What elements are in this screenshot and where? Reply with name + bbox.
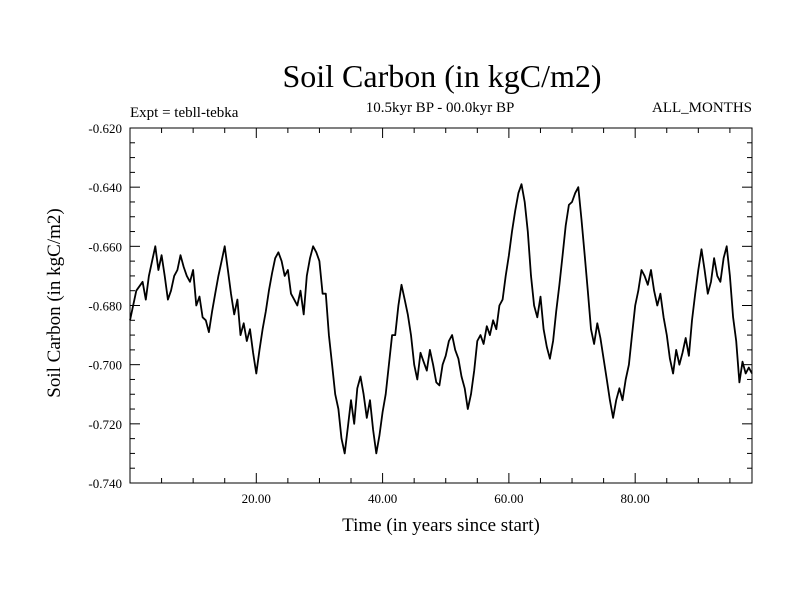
data-series-line bbox=[129, 183, 753, 455]
y-axis-label: Soil Carbon (in kgC/m2) bbox=[44, 208, 65, 397]
experiment-label: Expt = tebll-tebka bbox=[130, 105, 239, 121]
plot-frame bbox=[129, 127, 753, 484]
y-tick-label: -0.640 bbox=[88, 180, 122, 195]
y-tick-label: -0.720 bbox=[88, 417, 122, 432]
chart-title: Soil Carbon (in kgC/m2) bbox=[282, 58, 601, 94]
y-tick-label: -0.660 bbox=[88, 239, 122, 254]
time-range-label: 10.5kyr BP - 00.0kyr BP bbox=[366, 100, 515, 116]
months-label: ALL_MONTHS bbox=[652, 100, 752, 116]
y-tick-label: -0.700 bbox=[88, 358, 122, 373]
x-tick-label: 60.00 bbox=[494, 491, 523, 506]
axis-ticks bbox=[130, 127, 752, 484]
x-tick-label: 80.00 bbox=[621, 491, 650, 506]
y-tick-label: -0.680 bbox=[88, 299, 122, 314]
x-axis-label: Time (in years since start) bbox=[342, 515, 540, 536]
x-tick-label: 20.00 bbox=[242, 491, 271, 506]
y-tick-label: -0.740 bbox=[88, 476, 122, 491]
y-tick-label: -0.620 bbox=[88, 121, 122, 136]
x-tick-label: 40.00 bbox=[368, 491, 397, 506]
axis-tick-labels: -0.740 -0.720 -0.700 -0.680 -0.660 -0.640 -0.6… bbox=[88, 121, 649, 506]
